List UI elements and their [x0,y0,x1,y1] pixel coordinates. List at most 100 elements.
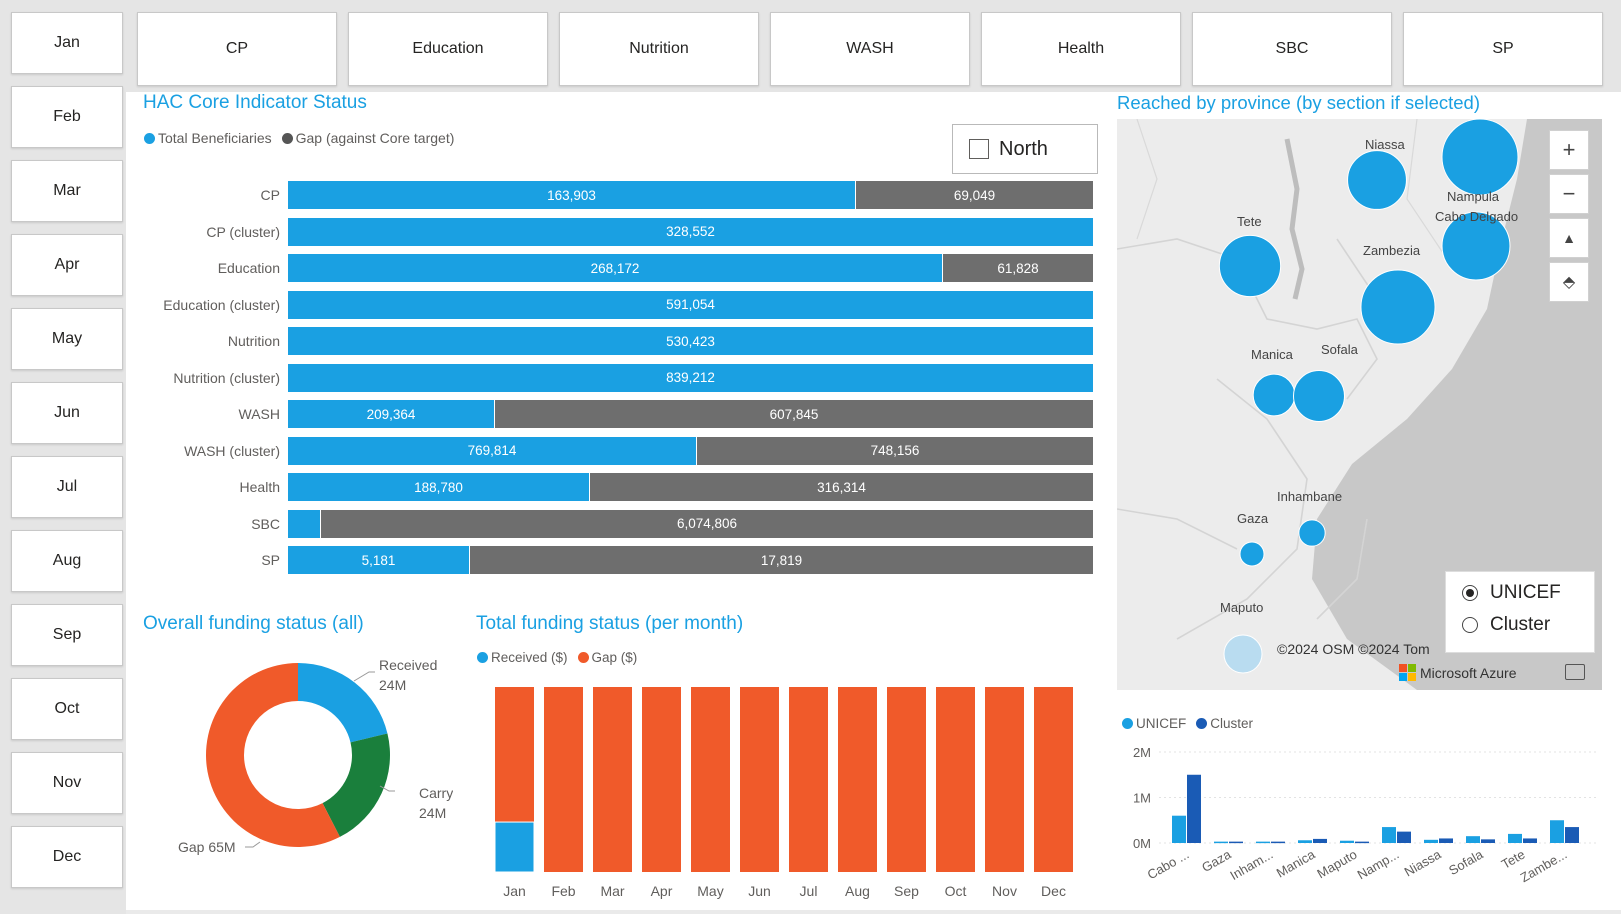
legend-unicef[interactable]: UNICEF [1122,716,1186,731]
section-button-cp[interactable]: CP [137,12,337,86]
province-bar-unicef[interactable] [1298,840,1312,843]
zoom-out-button[interactable]: − [1549,174,1589,214]
month-button-may[interactable]: May [11,308,123,370]
hac-bar-total[interactable] [288,509,320,538]
month-button-aug[interactable]: Aug [11,530,123,592]
tilt-button[interactable]: ▲ [1549,218,1589,258]
legend-funding-gap[interactable]: Gap ($) [577,650,637,665]
province-bubble[interactable] [1223,634,1263,674]
hac-bar-total[interactable]: 591,054 [288,290,1093,319]
province-bar-unicef[interactable] [1508,833,1522,843]
month-button-dec[interactable]: Dec [11,826,123,888]
hac-bar-total[interactable]: 163,903 [288,181,855,209]
north-filter[interactable]: North [952,124,1098,174]
section-button-education[interactable]: Education [348,12,548,86]
hac-bar-total[interactable]: 769,814 [288,436,696,465]
radio-cluster[interactable]: Cluster [1462,614,1578,636]
radio-cluster-indicator[interactable] [1462,617,1478,633]
month-button-apr[interactable]: Apr [11,234,123,296]
province-bubble[interactable] [1360,269,1436,345]
hac-bar-total[interactable]: 5,181 [288,546,469,574]
map-visual[interactable]: Niassa Nampula Cabo Delgado Tete Zambezia Man… [1117,119,1602,690]
province-bar-cluster[interactable] [1355,841,1369,844]
hac-bar-total[interactable]: 328,552 [288,217,1093,246]
month-bar-gap[interactable] [887,687,926,872]
legend-cluster[interactable]: Cluster [1196,716,1253,731]
province-bubble[interactable] [1347,150,1407,210]
month-bar-gap[interactable] [838,687,877,872]
month-bar-gap[interactable] [593,687,632,872]
hac-bar-gap[interactable]: 748,156 [697,436,1093,465]
map-attribution[interactable]: ©2024 OSM ©2024 Tom [1277,641,1430,657]
province-bar-unicef[interactable] [1550,820,1564,843]
hac-bar-total[interactable]: 209,364 [288,400,494,428]
radio-unicef[interactable]: UNICEF [1462,582,1578,604]
north-checkbox[interactable] [969,139,989,159]
month-bar-gap[interactable] [789,687,828,872]
section-button-sbc[interactable]: SBC [1192,12,1392,86]
province-bubble[interactable] [1441,211,1511,281]
feedback-icon[interactable] [1565,664,1585,680]
province-bubble[interactable] [1218,234,1282,298]
province-bar-unicef[interactable] [1340,840,1354,843]
compass-button[interactable]: ⬘ [1549,262,1589,302]
donut-slice-carry[interactable] [322,733,390,837]
hac-bar-gap[interactable]: 69,049 [856,181,1093,209]
month-bar-gap[interactable] [740,687,779,872]
province-bar-unicef[interactable] [1424,839,1438,843]
hac-bar-total[interactable]: 839,212 [288,363,1093,392]
month-button-nov[interactable]: Nov [11,752,123,814]
month-button-jun[interactable]: Jun [11,382,123,444]
radio-unicef-indicator[interactable] [1462,585,1478,601]
province-bubble[interactable] [1239,541,1265,567]
month-bar-gap[interactable] [544,687,583,872]
zoom-in-button[interactable]: + [1549,130,1589,170]
section-button-nutrition[interactable]: Nutrition [559,12,759,86]
province-bar-unicef[interactable] [1256,841,1270,844]
donut-slice-received[interactable] [298,663,388,743]
month-bar-gap[interactable] [691,687,730,872]
province-bar-cluster[interactable] [1271,841,1285,844]
month-button-jan[interactable]: Jan [11,12,123,74]
province-bar-cluster[interactable] [1481,839,1495,843]
month-button-jul[interactable]: Jul [11,456,123,518]
province-bar-cluster[interactable] [1565,827,1579,843]
month-button-oct[interactable]: Oct [11,678,123,740]
month-button-mar[interactable]: Mar [11,160,123,222]
province-bar-cluster[interactable] [1187,774,1201,843]
province-bar-cluster[interactable] [1229,841,1243,844]
province-bar-cluster[interactable] [1523,838,1537,843]
month-bar-received[interactable] [494,821,535,873]
hac-bar-total[interactable]: 268,172 [288,254,942,282]
legend-gap[interactable]: Gap (against Core target) [281,130,454,146]
hac-bar-gap[interactable]: 6,074,806 [321,509,1093,538]
hac-bar-gap[interactable]: 607,845 [495,400,1093,428]
month-bar-gap[interactable] [985,687,1024,872]
month-bar-gap[interactable] [1034,687,1073,872]
province-bar-cluster[interactable] [1439,838,1453,843]
legend-total[interactable]: Total Beneficiaries [144,130,272,146]
province-bubble[interactable] [1298,519,1326,547]
month-bar-gap[interactable] [495,687,534,823]
hac-bar-gap[interactable]: 17,819 [470,546,1093,574]
section-button-sp[interactable]: SP [1403,12,1603,86]
province-bar-unicef[interactable] [1382,827,1396,843]
hac-bar-gap[interactable]: 316,314 [590,473,1093,501]
province-bubble[interactable] [1252,373,1296,417]
section-button-wash[interactable]: WASH [770,12,970,86]
month-bar-gap[interactable] [936,687,975,872]
province-bar-unicef[interactable] [1214,841,1228,844]
legend-received[interactable]: Received ($) [477,650,568,665]
month-button-feb[interactable]: Feb [11,86,123,148]
hac-bar-total[interactable]: 530,423 [288,327,1093,355]
overall-funding-donut[interactable]: Received 24M Carry 24M Gap 65M [143,640,453,910]
donut-slice-gap[interactable] [206,663,340,847]
month-bar-gap[interactable] [642,687,681,872]
section-button-health[interactable]: Health [981,12,1181,86]
month-button-sep[interactable]: Sep [11,604,123,666]
province-bar-unicef[interactable] [1466,836,1480,843]
hac-bar-gap[interactable]: 61,828 [943,254,1093,282]
province-bubble[interactable] [1293,370,1345,422]
province-bar-cluster[interactable] [1397,831,1411,843]
